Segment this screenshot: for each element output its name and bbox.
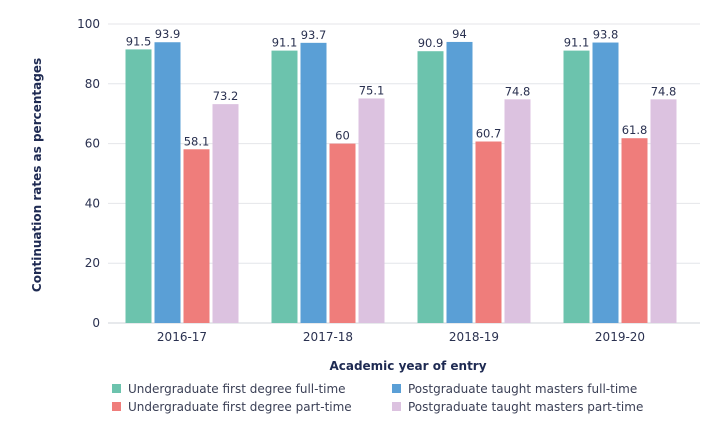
bar — [592, 42, 619, 324]
data-label: 91.5 — [126, 34, 152, 48]
bar — [446, 41, 473, 323]
bars — [125, 41, 677, 324]
legend-item: Undergraduate first degree part-time — [112, 400, 352, 414]
y-tick-label: 80 — [85, 77, 100, 91]
bar — [358, 98, 385, 324]
bar — [300, 42, 327, 323]
bar — [417, 51, 444, 324]
data-label: 75.1 — [359, 83, 385, 97]
bar — [563, 50, 590, 324]
bar — [125, 49, 152, 323]
legend-label: Postgraduate taught masters full-time — [408, 382, 637, 396]
x-tick-label: 2016-17 — [157, 330, 207, 344]
data-label: 90.9 — [418, 36, 444, 50]
bar — [329, 143, 356, 323]
data-label: 93.7 — [301, 28, 327, 42]
x-axis-ticks: 2016-17 2017-18 2018-19 2019-20 — [157, 330, 645, 344]
x-axis-label: Academic year of entry — [329, 359, 486, 373]
legend-swatch — [112, 402, 121, 411]
bar — [271, 50, 298, 324]
data-label: 74.8 — [651, 84, 677, 98]
legend-swatch — [392, 402, 401, 411]
y-tick-label: 60 — [85, 137, 100, 151]
legend-label: Postgraduate taught masters part-time — [408, 400, 643, 414]
bar — [183, 149, 210, 323]
data-label: 74.8 — [505, 84, 531, 98]
legend-item: Postgraduate taught masters part-time — [392, 400, 643, 414]
x-tick-label: 2018-19 — [449, 330, 499, 344]
legend-label: Undergraduate first degree full-time — [128, 382, 346, 396]
y-tick-label: 40 — [85, 196, 100, 210]
bar — [475, 141, 502, 323]
bar — [621, 138, 648, 323]
y-tick-label: 20 — [85, 256, 100, 270]
data-label: 60 — [335, 129, 350, 143]
x-tick-label: 2017-18 — [303, 330, 353, 344]
legend: Undergraduate first degree full-time Post… — [112, 382, 643, 414]
bar — [154, 42, 181, 323]
bar — [650, 99, 677, 324]
data-label: 73.2 — [213, 89, 239, 103]
legend-item: Postgraduate taught masters full-time — [392, 382, 637, 396]
data-labels: 91.593.958.173.291.193.76075.190.99460.7… — [126, 27, 677, 148]
data-label: 93.8 — [593, 28, 619, 42]
y-tick-label: 0 — [92, 316, 100, 330]
data-label: 60.7 — [476, 127, 502, 141]
data-label: 94 — [452, 27, 467, 41]
legend-swatch — [392, 384, 401, 393]
legend-swatch — [112, 384, 121, 393]
y-axis-label: Continuation rates as percentages — [30, 58, 44, 292]
data-label: 58.1 — [184, 134, 210, 148]
bar — [212, 104, 239, 323]
y-axis-ticks: 0 20 40 60 80 100 — [77, 17, 100, 330]
legend-item: Undergraduate first degree full-time — [112, 382, 346, 396]
data-label: 91.1 — [564, 36, 590, 50]
data-label: 93.9 — [155, 27, 181, 41]
data-label: 91.1 — [272, 36, 298, 50]
data-label: 61.8 — [622, 123, 648, 137]
bar — [504, 99, 531, 324]
legend-label: Undergraduate first degree part-time — [128, 400, 352, 414]
y-tick-label: 100 — [77, 17, 100, 31]
x-tick-label: 2019-20 — [595, 330, 645, 344]
